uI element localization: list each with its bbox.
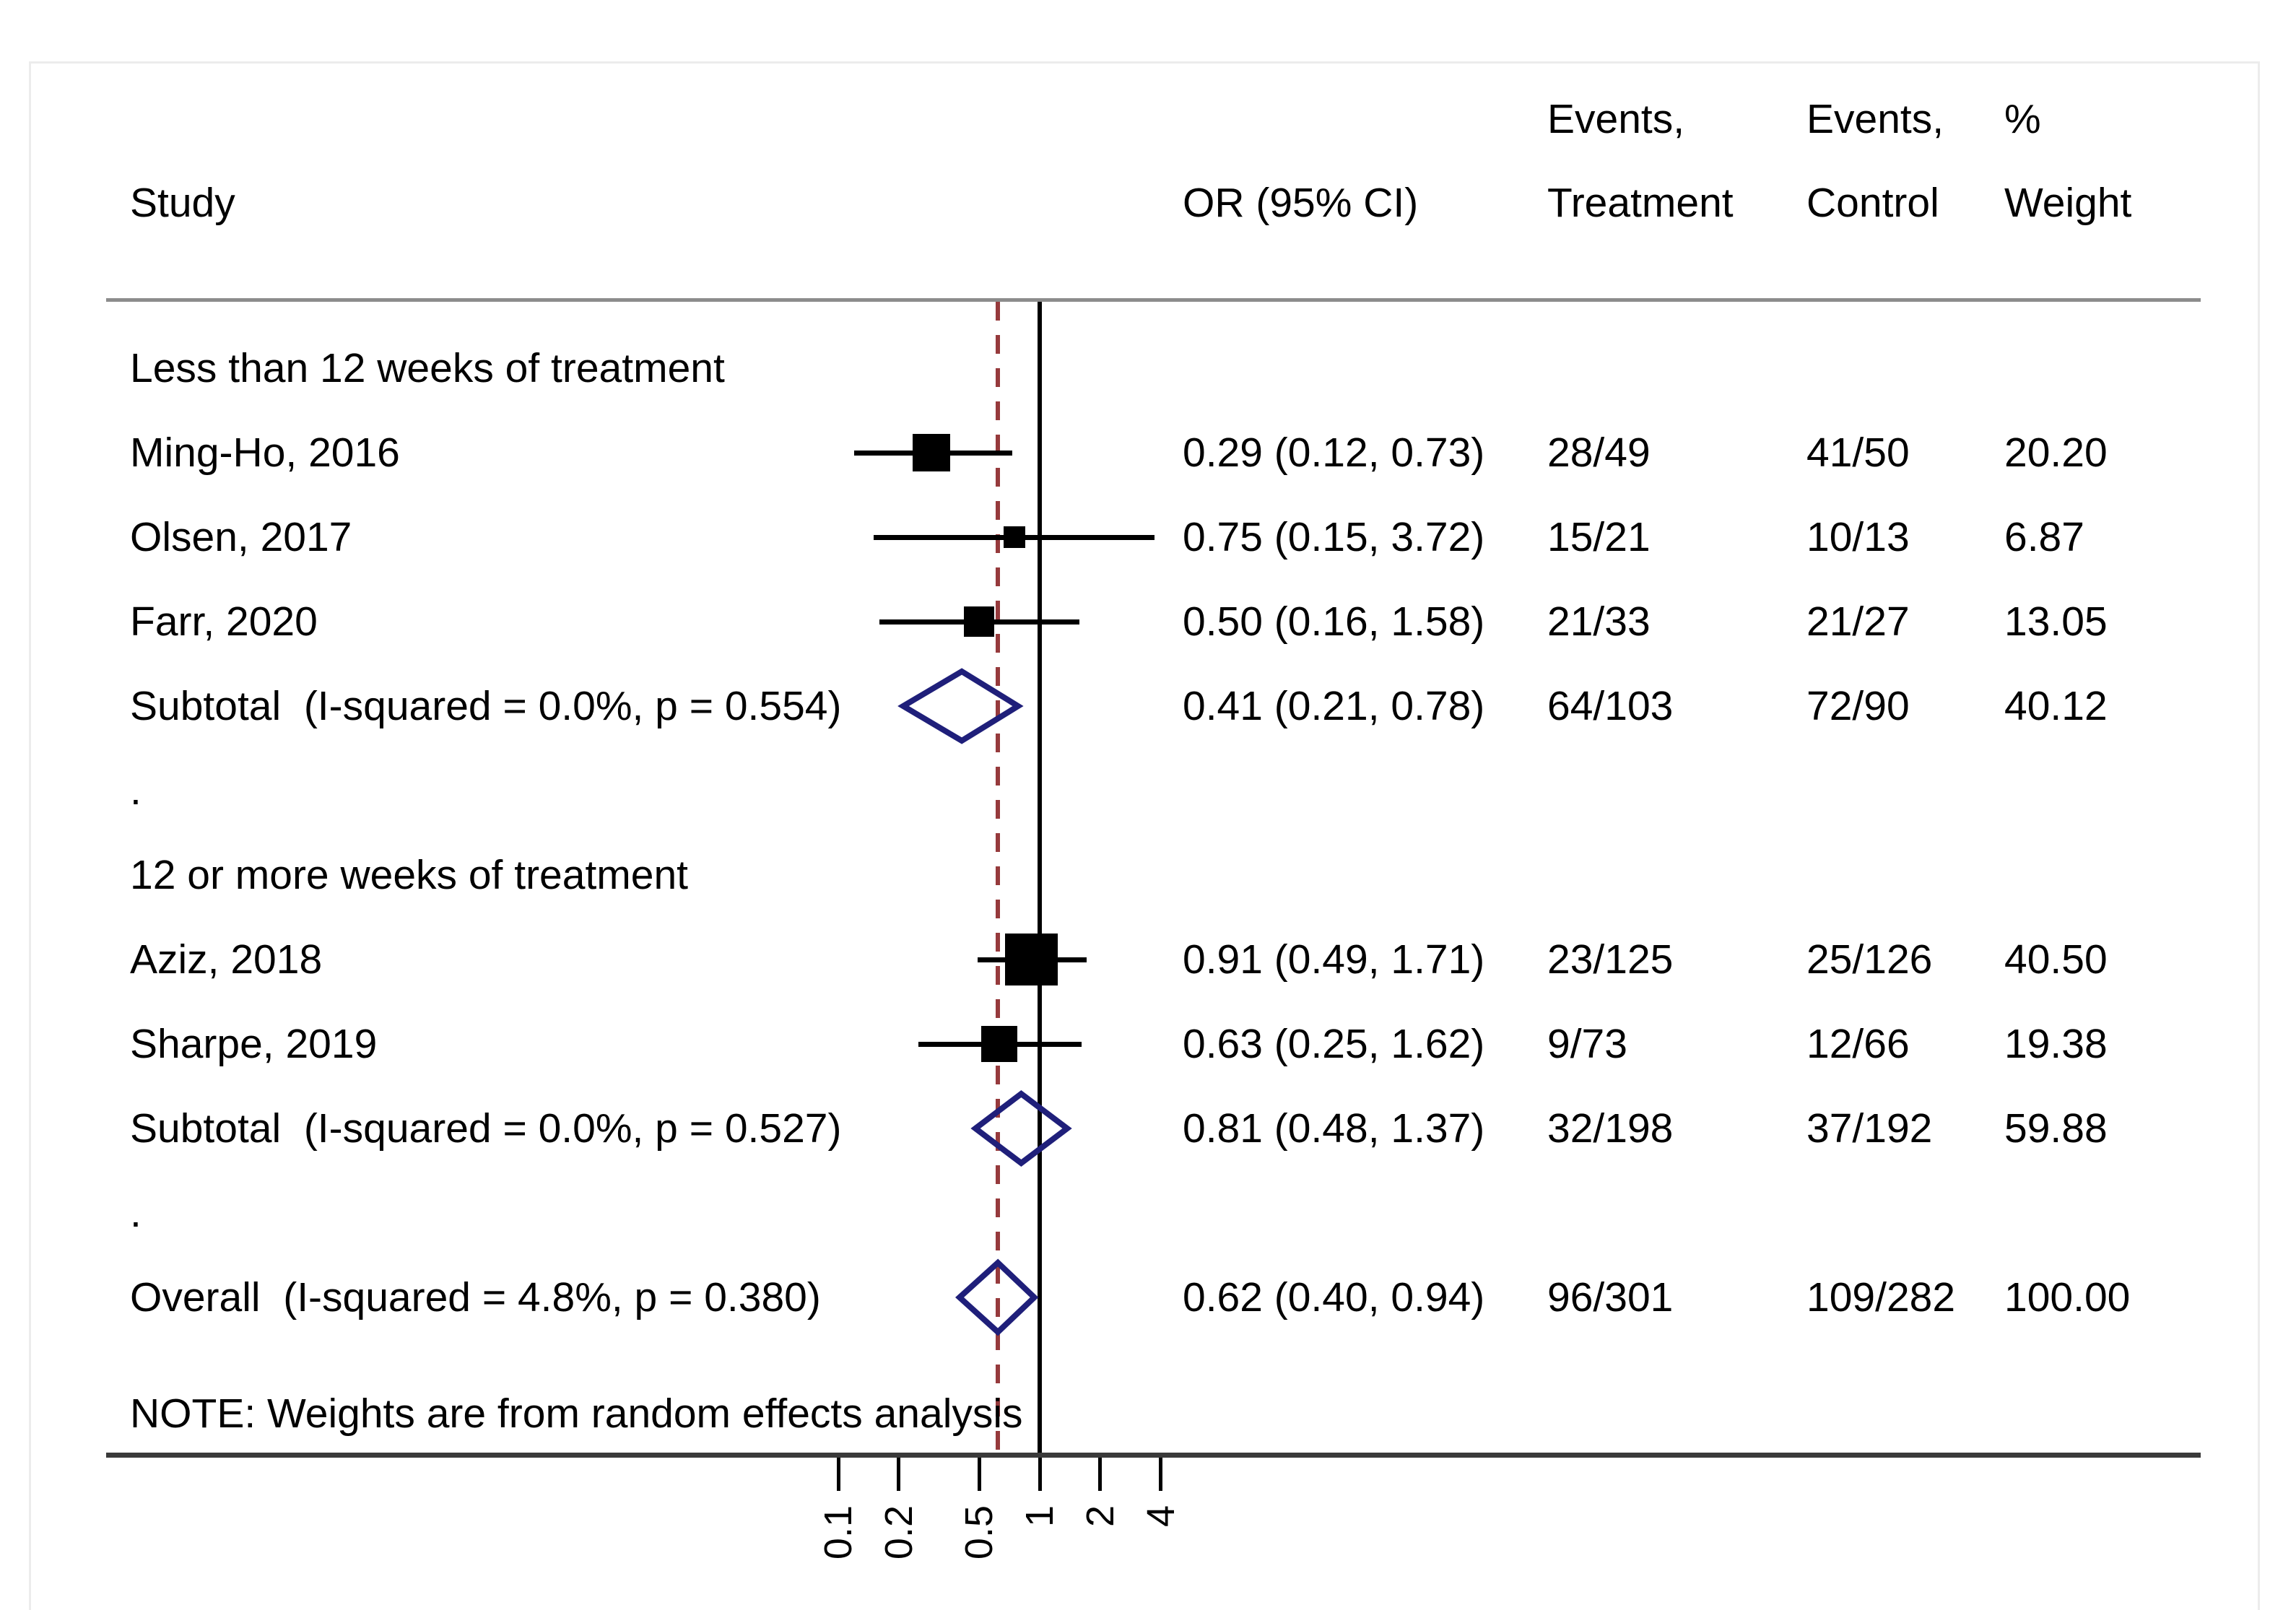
pooled-diamond	[955, 1258, 1039, 1336]
gap-dot: .	[130, 767, 142, 814]
weight-value: 6.87	[2004, 514, 2084, 560]
weight-value: 19.38	[2004, 1021, 2108, 1067]
x-axis-tick-label: 1	[1018, 1505, 1061, 1528]
or-value: 0.50 (0.16, 1.58)	[1183, 599, 1485, 645]
x-axis-tick	[836, 1458, 840, 1491]
gap-dot: .	[130, 1190, 142, 1236]
effect-square	[980, 1025, 1018, 1063]
weight-value: 40.50	[2004, 936, 2108, 983]
pooled-diamond	[897, 668, 1024, 744]
weight-value: 100.00	[2004, 1274, 2131, 1320]
x-axis-tick-label: 0.5	[957, 1505, 1001, 1560]
events-treatment-value: 21/33	[1547, 599, 1651, 645]
overall-estimate-dashed-line	[996, 302, 1001, 1453]
or-value: 0.29 (0.12, 0.73)	[1183, 430, 1485, 476]
events-treatment-value: 23/125	[1547, 936, 1674, 983]
events-treatment-value: 64/103	[1547, 683, 1674, 729]
events-control-value: 109/282	[1806, 1274, 1956, 1320]
x-axis-tick-label: 4	[1139, 1505, 1183, 1528]
header-divider-line	[106, 298, 2201, 302]
effect-square	[913, 434, 950, 471]
x-axis-tick	[1038, 1458, 1042, 1491]
column-header-events-control-line2: Control	[1806, 180, 1939, 226]
plot-frame	[29, 61, 2260, 1610]
section-label: 12 or more weeks of treatment	[130, 852, 689, 898]
effect-square	[964, 606, 994, 637]
column-header-events-treatment-line1: Events,	[1547, 96, 1685, 142]
pooled-diamond	[970, 1089, 1072, 1167]
column-header-events-treatment-line2: Treatment	[1547, 180, 1734, 226]
events-treatment-value: 28/49	[1547, 430, 1651, 476]
or-value: 0.81 (0.48, 1.37)	[1183, 1105, 1485, 1152]
events-treatment-value: 32/198	[1547, 1105, 1674, 1152]
x-axis-tick	[1159, 1458, 1163, 1491]
or-value: 0.63 (0.25, 1.62)	[1183, 1021, 1485, 1067]
effect-square	[1004, 526, 1026, 548]
axis-line	[106, 1453, 2201, 1458]
row-label: Overall (I-squared = 4.8%, p = 0.380)	[130, 1274, 821, 1320]
events-treatment-value: 9/73	[1547, 1021, 1627, 1067]
x-axis-tick	[977, 1458, 981, 1491]
events-control-value: 41/50	[1806, 430, 1910, 476]
events-control-value: 25/126	[1806, 936, 1933, 983]
events-control-value: 37/192	[1806, 1105, 1933, 1152]
column-header-weight-line1: %	[2004, 96, 2041, 142]
or-value: 0.75 (0.15, 3.72)	[1183, 514, 1485, 560]
x-axis-tick	[897, 1458, 901, 1491]
events-treatment-value: 15/21	[1547, 514, 1651, 560]
row-label: Farr, 2020	[130, 599, 318, 645]
column-header-weight-line2: Weight	[2004, 180, 2132, 226]
note-text: NOTE: Weights are from random effects an…	[130, 1391, 1023, 1437]
x-axis-tick-label: 0.1	[817, 1505, 860, 1560]
column-header-or: OR (95% CI)	[1183, 180, 1419, 226]
events-control-value: 12/66	[1806, 1021, 1910, 1067]
weight-value: 20.20	[2004, 430, 2108, 476]
x-axis-tick	[1098, 1458, 1103, 1491]
section-label: Less than 12 weeks of treatment	[130, 345, 725, 391]
or-value: 0.62 (0.40, 0.94)	[1183, 1274, 1485, 1320]
row-label: Olsen, 2017	[130, 514, 352, 560]
row-label: Subtotal (I-squared = 0.0%, p = 0.554)	[130, 683, 842, 729]
events-control-value: 21/27	[1806, 599, 1910, 645]
row-label: Ming-Ho, 2016	[130, 430, 400, 476]
row-label: Aziz, 2018	[130, 936, 323, 983]
row-label: Subtotal (I-squared = 0.0%, p = 0.527)	[130, 1105, 842, 1152]
weight-value: 59.88	[2004, 1105, 2108, 1152]
or-value: 0.91 (0.49, 1.71)	[1183, 936, 1485, 983]
column-header-study: Study	[130, 180, 235, 226]
events-control-value: 72/90	[1806, 683, 1910, 729]
events-control-value: 10/13	[1806, 514, 1910, 560]
column-header-events-control-line1: Events,	[1806, 96, 1944, 142]
weight-value: 40.12	[2004, 683, 2108, 729]
events-treatment-value: 96/301	[1547, 1274, 1674, 1320]
row-label: Sharpe, 2019	[130, 1021, 378, 1067]
x-axis-tick-label: 0.2	[877, 1505, 921, 1560]
weight-value: 13.05	[2004, 599, 2108, 645]
or-value: 0.41 (0.21, 0.78)	[1183, 683, 1485, 729]
null-effect-line	[1038, 302, 1042, 1453]
x-axis-tick-label: 2	[1078, 1505, 1122, 1528]
effect-square	[1005, 933, 1058, 986]
